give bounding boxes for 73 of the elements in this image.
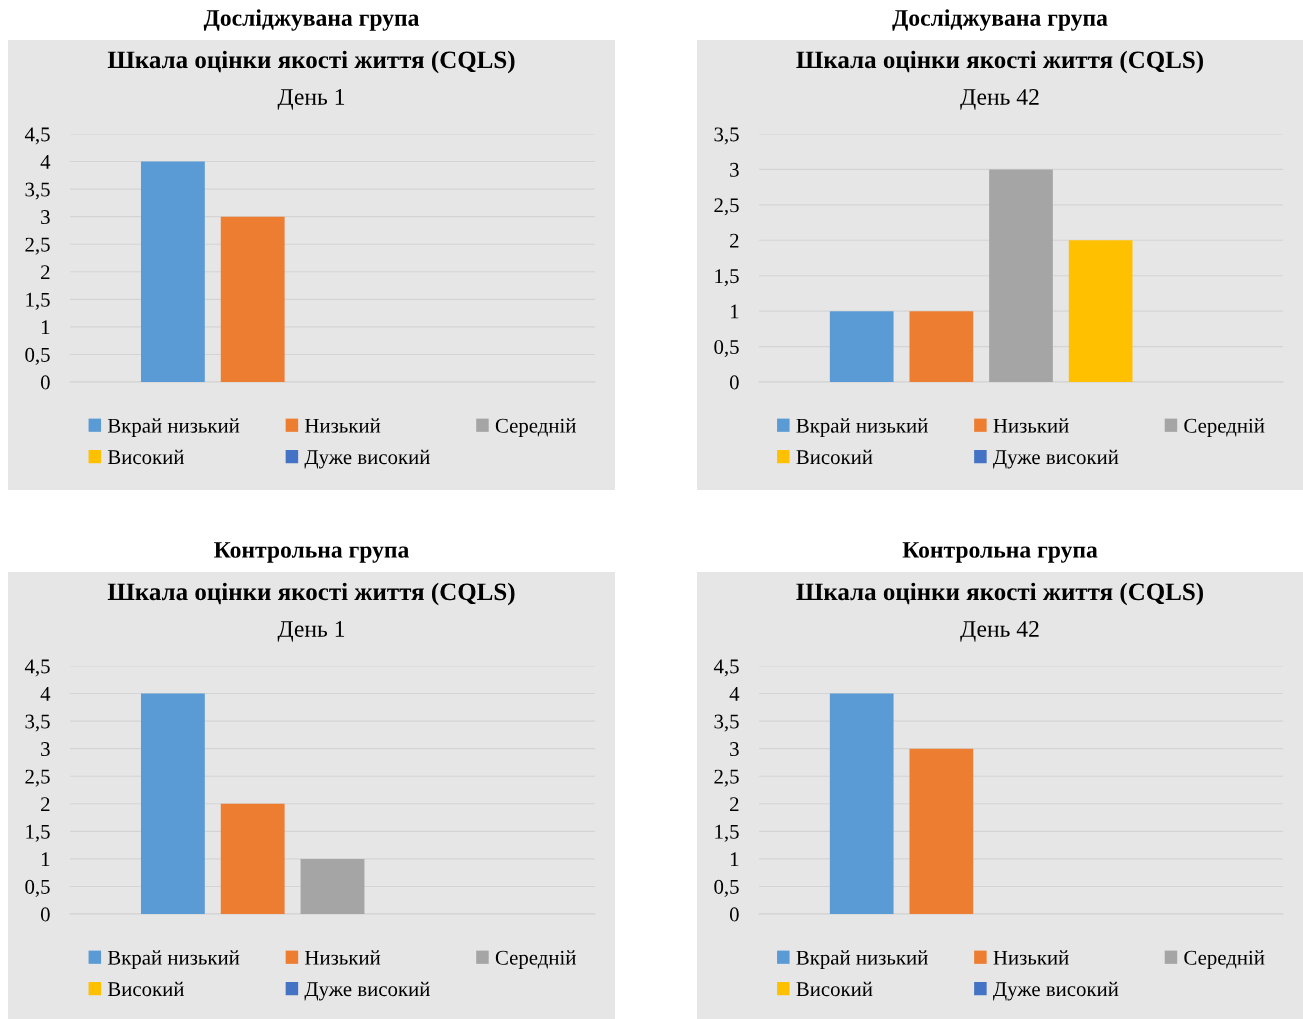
legend-label: Дуже високий	[304, 981, 430, 1001]
y-tick-label: 1	[41, 320, 50, 335]
legend-label: Високий	[107, 981, 184, 997]
y-tick-label: 2	[730, 233, 739, 248]
y-tick-label: 2	[41, 797, 50, 812]
legend-label: Середній	[495, 418, 576, 437]
legend-label: Високий	[107, 449, 184, 465]
legend-label: Середній	[495, 950, 576, 969]
legend-label: Вкрай низький	[107, 950, 240, 969]
y-tick-label: 2	[41, 265, 50, 280]
y-tick-label: 1	[730, 304, 739, 319]
y-tick-label: 2,5	[714, 198, 739, 216]
chart-subtitle: Шкала оцінки якості життя (CQLS) День 1	[107, 50, 515, 110]
chart-title: Контрольна група	[902, 542, 1098, 563]
y-tick-label: 0	[729, 907, 739, 922]
y-tick-label: 0	[40, 375, 50, 390]
y-tick-label: 3	[730, 162, 739, 177]
chart-title: Досліджувана група	[203, 9, 420, 31]
y-tick-label: 4,5	[24, 127, 50, 145]
legend-label: Середній	[1184, 950, 1265, 969]
y-tick-label: 1	[730, 852, 739, 867]
legend-label: Низький	[305, 418, 381, 433]
y-tick-label: 1	[41, 852, 50, 867]
chart-subtitle: Шкала оцінки якості життя (CQLS) День 42	[796, 50, 1203, 110]
legend-label: Низький	[993, 418, 1069, 433]
y-tick-label: 4,5	[24, 659, 50, 677]
legend-label: Середній	[1184, 418, 1265, 437]
bar	[989, 169, 1053, 382]
y-tick-label: 3,5	[714, 127, 739, 145]
chart-title: Контрольна група	[214, 542, 409, 563]
y-tick-label: 3,5	[25, 714, 50, 732]
y-tick-label: 1,5	[26, 292, 50, 310]
y-tick-label: 1,5	[715, 824, 739, 842]
y-tick-label: 4	[729, 687, 740, 701]
bar	[300, 858, 365, 914]
y-tick-label: 3,5	[25, 182, 50, 200]
y-tick-label: 0,5	[714, 339, 739, 357]
y-tick-label: 4	[40, 155, 51, 169]
legend-label: Високий	[796, 981, 873, 997]
y-tick-label: 2,5	[714, 769, 739, 787]
legend-label: Вкрай низький	[107, 418, 240, 437]
bar	[220, 803, 285, 914]
bar	[909, 311, 974, 382]
y-tick-label: 0,5	[25, 347, 50, 365]
legend-label: Дуже високий	[993, 449, 1119, 469]
y-tick-label: 3,5	[714, 714, 739, 732]
legend-label: Дуже високий	[304, 449, 430, 469]
y-tick-label: 2	[730, 797, 739, 812]
y-tick-label: 3	[730, 742, 739, 757]
bar	[829, 311, 894, 382]
chart-title: Досліджувана група	[892, 9, 1108, 31]
bar	[140, 693, 205, 914]
y-tick-label: 4	[40, 687, 51, 701]
y-tick-label: 2,5	[25, 237, 50, 255]
y-tick-label: 3	[41, 742, 50, 757]
legend-label: Низький	[993, 950, 1069, 965]
y-tick-label: 3	[41, 210, 50, 225]
y-tick-label: 2,5	[25, 769, 50, 787]
legend-label: Низький	[305, 950, 381, 965]
legend-label: Вкрай низький	[796, 950, 928, 969]
legend-label: Високий	[796, 449, 873, 465]
y-tick-label: 0,5	[714, 879, 739, 897]
legend-label: Дуже високий	[993, 981, 1119, 1001]
chart-subtitle: Шкала оцінки якості життя (CQLS) День 42	[796, 582, 1203, 642]
y-tick-label: 1,5	[715, 269, 739, 287]
y-tick-label: 1,5	[26, 824, 50, 842]
bar	[1068, 240, 1133, 382]
y-tick-label: 0	[729, 375, 739, 390]
legend-label: Вкрай низький	[796, 418, 928, 437]
y-tick-label: 4,5	[713, 659, 739, 677]
y-tick-label: 0,5	[25, 879, 50, 897]
chart-subtitle: Шкала оцінки якості життя (CQLS) День 1	[107, 582, 515, 642]
y-tick-label: 0	[40, 907, 50, 922]
